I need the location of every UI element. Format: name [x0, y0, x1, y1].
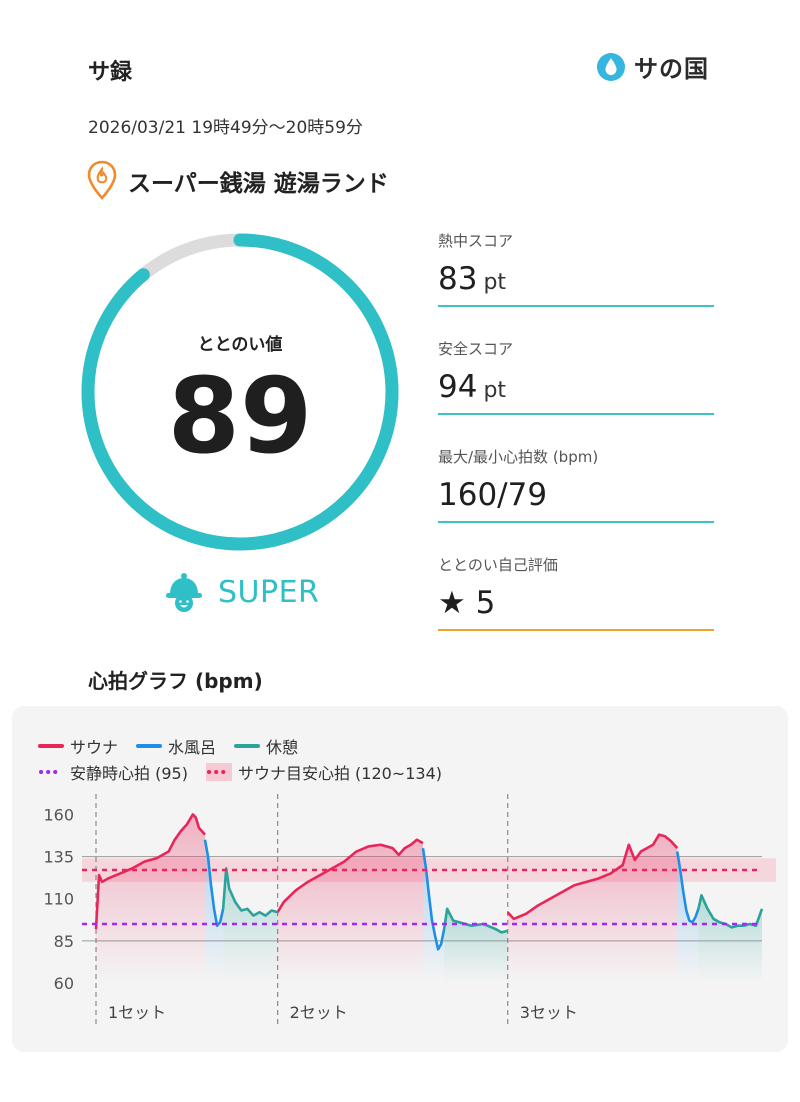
series-line-rest — [442, 907, 509, 934]
gauge-value: 89 — [167, 355, 313, 477]
series-line-rest — [697, 894, 764, 929]
stat-label: 安全スコア — [438, 340, 514, 358]
sauna-hat-icon — [166, 573, 202, 612]
legend-label: 休憩 — [266, 738, 299, 757]
legend-line-icon — [234, 744, 261, 748]
legend-band-icon — [205, 763, 232, 781]
legend-label: 安静時心拍 (95) — [70, 764, 188, 783]
series-area-rest — [698, 895, 762, 983]
series-area-rest — [444, 908, 508, 983]
facility-pin-icon — [87, 160, 117, 200]
rank-label: SUPER — [218, 574, 320, 610]
stat-value: ★ 5 — [438, 585, 496, 621]
set-label: 1セット — [108, 1003, 166, 1022]
app-title: サ録 — [88, 60, 133, 85]
totonoi-gauge — [81, 233, 399, 551]
stat-heart-rate: 最大/最小心拍数 (bpm) 160/79 — [438, 446, 714, 523]
session-datetime: 2026/03/21 19時49分〜20時59分 — [88, 118, 363, 138]
stat-value: 83 — [438, 261, 478, 297]
legend-label: サウナ — [70, 738, 119, 757]
y-tick-label: 60 — [54, 974, 74, 993]
stat-value: 94 — [438, 369, 478, 405]
y-tick-label: 110 — [43, 890, 74, 909]
series-area-sauna — [277, 839, 423, 983]
legend-item-rest: 休憩 — [234, 734, 298, 758]
stat-value: 160/79 — [438, 477, 548, 513]
legend-item-resting-hr: 安静時心拍 (95) — [38, 760, 188, 784]
series-line-rest — [221, 867, 278, 917]
series-line-water — [421, 847, 446, 951]
stat-divider — [438, 521, 714, 523]
stat-divider — [438, 629, 714, 631]
stat-label: 熱中スコア — [438, 232, 514, 250]
stat-divider — [438, 305, 714, 307]
series-area-sauna — [96, 814, 205, 983]
stat-heat-score: 熱中スコア 83 pt — [438, 230, 714, 307]
series-line-sauna — [94, 813, 206, 930]
brand-logo: サの国 — [596, 49, 709, 84]
chart-legend-row-1: サウナ 水風呂 休憩 — [38, 734, 298, 758]
heart-rate-chart-card: サウナ 水風呂 休憩 安静時心拍 (95) サウナ目安心拍 (120~134) … — [12, 706, 788, 1052]
legend-line-icon — [38, 744, 64, 748]
stat-safety-score: 安全スコア 94 pt — [438, 338, 714, 415]
chart-legend-row-2: 安静時心拍 (95) サウナ目安心拍 (120~134) — [38, 760, 442, 784]
legend-label: 水風呂 — [168, 738, 217, 757]
facility-name: スーパー銭湯 遊湯ランド — [128, 171, 389, 197]
stat-unit: pt — [483, 270, 507, 295]
graph-title: 心拍グラフ (bpm) — [88, 669, 263, 693]
gauge-label: ととのい値 — [197, 335, 283, 355]
droplet-logo-icon — [597, 52, 625, 81]
series-line-water — [675, 851, 700, 924]
series-line-water — [203, 839, 225, 927]
stat-unit: pt — [483, 378, 507, 403]
y-tick-label: 135 — [43, 848, 74, 867]
stat-self-rating[interactable]: ととのい自己評価 ★ 5 — [438, 554, 714, 631]
legend-label: サウナ目安心拍 (120~134) — [237, 764, 442, 783]
stat-divider — [438, 413, 714, 415]
series-area-rest — [223, 868, 278, 983]
series-area-sauna — [507, 834, 678, 983]
y-tick-label: 85 — [54, 932, 74, 951]
legend-item-water: 水風呂 — [136, 734, 216, 758]
stat-label: ととのい自己評価 — [438, 556, 558, 574]
logo-text: サの国 — [634, 55, 709, 83]
rank-badge: SUPER — [162, 570, 319, 614]
legend-line-icon — [136, 744, 163, 748]
facility[interactable]: スーパー銭湯 遊湯ランド — [86, 160, 389, 202]
stat-label: 最大/最小心拍数 (bpm) — [438, 448, 599, 466]
legend-item-target-band: サウナ目安心拍 (120~134) — [205, 760, 442, 784]
y-tick-label: 160 — [43, 805, 74, 824]
series-line-sauna — [276, 838, 424, 913]
set-label: 2セット — [290, 1003, 348, 1022]
legend-item-sauna: サウナ — [38, 734, 118, 758]
set-label: 3セット — [520, 1003, 578, 1022]
heart-rate-chart: 60 85 110 135 160 1セット 2セット 3セット — [43, 794, 776, 1026]
gauge-progress — [81, 233, 399, 551]
